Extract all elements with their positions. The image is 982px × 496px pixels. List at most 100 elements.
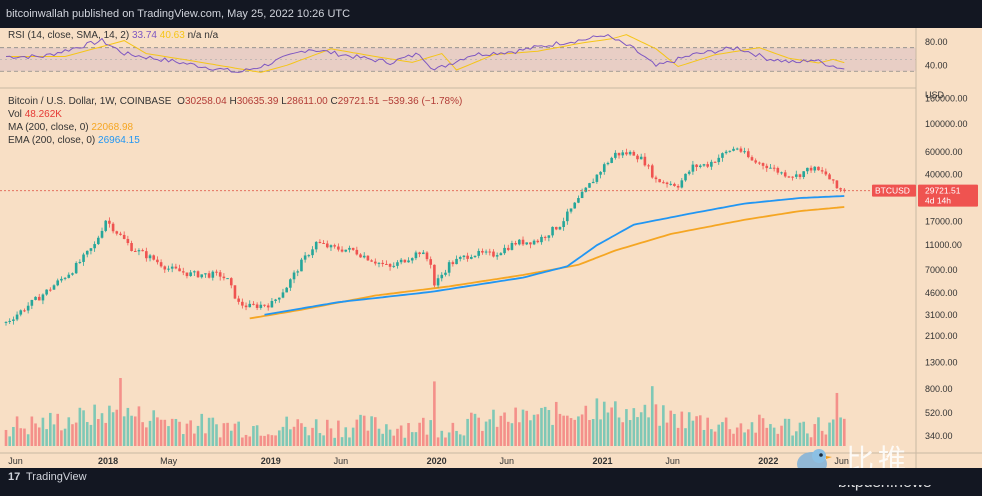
candle-body <box>824 171 828 175</box>
candle-body <box>843 189 846 191</box>
candle-body <box>499 253 503 256</box>
volume-bar <box>444 437 447 446</box>
candle-body <box>189 272 192 277</box>
candle-body <box>470 257 473 259</box>
volume-bar <box>385 424 388 446</box>
volume-bar <box>115 409 119 446</box>
volume-legend: Vol 48.262K <box>8 109 62 120</box>
candle-body <box>532 240 536 245</box>
volume-bar <box>518 422 521 446</box>
volume-bar <box>329 428 333 446</box>
volume-bar <box>200 413 204 446</box>
volume-bar <box>455 430 458 446</box>
price-axis-tick: 17000.00 <box>925 216 963 226</box>
candle-body <box>473 255 477 258</box>
volume-bar <box>108 405 111 446</box>
candle-body <box>311 249 314 256</box>
candle-body <box>676 185 680 188</box>
candle-body <box>277 297 281 300</box>
time-axis-label: 2018 <box>98 456 118 466</box>
candle-body <box>687 171 691 174</box>
candle-body <box>185 272 189 277</box>
volume-bar <box>802 421 805 446</box>
volume-bar <box>739 423 743 446</box>
candle-body <box>691 164 695 172</box>
ohlc-close-label: C <box>330 96 338 107</box>
volume-bar <box>252 426 255 446</box>
time-axis-label: Jun <box>665 456 680 466</box>
time-axis-label: 2019 <box>261 456 281 466</box>
volume-bar <box>322 435 325 446</box>
volume-bar <box>791 435 794 446</box>
candle-body <box>351 247 355 250</box>
candle-body <box>466 255 469 259</box>
candle-body <box>60 278 63 281</box>
candle-body <box>52 285 56 290</box>
volume-bar <box>274 435 277 446</box>
volume-bar <box>425 434 429 446</box>
volume-bar <box>433 381 436 446</box>
candle-body <box>617 152 621 156</box>
time-axis-label: Jun <box>834 456 849 466</box>
candle-body <box>399 259 403 263</box>
volume-bar <box>584 405 588 446</box>
rsi-params: (14, close, SMA, 14, 2) <box>27 30 130 41</box>
chart-frame[interactable]: 80.00 40.00 USD 160000.00 100000.00 60000.00 4… <box>0 28 982 491</box>
volume-bar <box>23 428 26 446</box>
candle-body <box>407 260 410 263</box>
volume-bar <box>732 433 735 446</box>
volume-bar <box>625 409 628 446</box>
volume-bar <box>728 429 732 446</box>
volume-bar <box>373 417 377 446</box>
ema200-line <box>264 195 845 316</box>
candle-body <box>754 160 757 163</box>
time-axis-label: 2022 <box>758 456 778 466</box>
candle-body <box>300 259 303 272</box>
volume-bar <box>152 410 156 446</box>
tradingview-brand[interactable]: TradingView <box>26 471 87 483</box>
tradingview-logo-icon[interactable]: 17 <box>8 471 21 483</box>
candle-body <box>817 166 820 171</box>
price-tag-bg <box>918 184 978 207</box>
candle-body <box>806 167 809 172</box>
volume-bar <box>207 417 211 446</box>
rsi-band <box>0 47 916 72</box>
volume-bar <box>100 413 104 446</box>
volume-bar <box>499 415 503 446</box>
ma-legend: MA (200, close, 0) 22068.98 <box>8 122 133 133</box>
candle-body <box>662 182 665 184</box>
volume-bar <box>314 419 318 446</box>
candle-body <box>580 191 584 199</box>
volume-bar <box>665 422 669 446</box>
volume-bar <box>769 424 772 446</box>
candle-body <box>307 255 311 257</box>
candle-body <box>577 198 580 203</box>
volume-bar <box>529 420 532 446</box>
candle-body <box>665 182 669 185</box>
volume-bar <box>241 437 244 446</box>
volume-bar <box>263 435 266 446</box>
volume-bar <box>170 418 174 446</box>
rsi-na-1: n/a <box>187 30 202 41</box>
rsi-value: 33.74 <box>131 30 157 41</box>
volume-bar <box>462 435 466 446</box>
candle-body <box>673 183 676 186</box>
candle-body <box>639 156 643 160</box>
candle-body <box>433 264 436 286</box>
volume-bar <box>783 418 787 446</box>
candle-body <box>772 167 776 169</box>
volume-bar <box>377 428 381 446</box>
volume-bar <box>602 401 606 446</box>
candle-body <box>19 310 23 315</box>
volume-bar <box>684 428 687 446</box>
candle-body <box>724 151 728 154</box>
volume-bar <box>156 417 159 446</box>
candle-body <box>728 150 732 152</box>
volume-bar <box>407 423 410 446</box>
candle-body <box>706 164 709 167</box>
candle-body <box>252 303 255 305</box>
candle-body <box>558 227 562 230</box>
candle-body <box>344 249 348 252</box>
volume-bar <box>495 426 499 446</box>
